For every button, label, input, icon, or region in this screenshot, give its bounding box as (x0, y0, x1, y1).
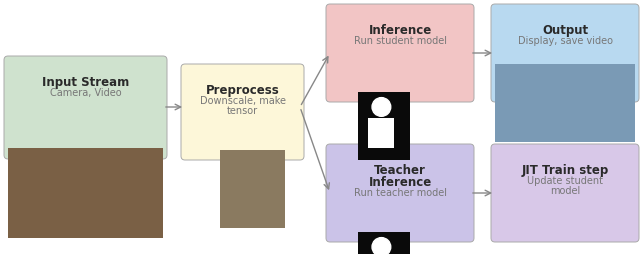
Text: Input Stream: Input Stream (42, 76, 129, 89)
Text: Downscale, make: Downscale, make (200, 96, 285, 106)
FancyBboxPatch shape (8, 148, 163, 238)
FancyBboxPatch shape (491, 144, 639, 242)
FancyBboxPatch shape (4, 56, 167, 159)
Text: Inference: Inference (369, 176, 431, 189)
FancyBboxPatch shape (369, 118, 394, 148)
Text: Camera, Video: Camera, Video (50, 88, 122, 98)
Text: Teacher: Teacher (374, 164, 426, 177)
Text: Inference: Inference (369, 24, 431, 37)
FancyBboxPatch shape (358, 232, 410, 254)
Circle shape (372, 98, 391, 116)
FancyBboxPatch shape (495, 64, 635, 142)
FancyBboxPatch shape (491, 4, 639, 102)
Text: Output: Output (542, 24, 588, 37)
FancyBboxPatch shape (358, 92, 410, 160)
Text: tensor: tensor (227, 106, 258, 116)
Text: Display, save video: Display, save video (518, 36, 612, 46)
FancyBboxPatch shape (181, 64, 304, 160)
Circle shape (372, 237, 391, 254)
Text: Run student model: Run student model (353, 36, 447, 46)
FancyBboxPatch shape (220, 150, 285, 228)
Text: model: model (550, 186, 580, 196)
FancyBboxPatch shape (326, 4, 474, 102)
Text: JIT Train step: JIT Train step (522, 164, 609, 177)
Text: Run teacher model: Run teacher model (353, 188, 447, 198)
Text: Update student: Update student (527, 176, 603, 186)
FancyBboxPatch shape (326, 144, 474, 242)
Text: Preprocess: Preprocess (205, 84, 280, 97)
